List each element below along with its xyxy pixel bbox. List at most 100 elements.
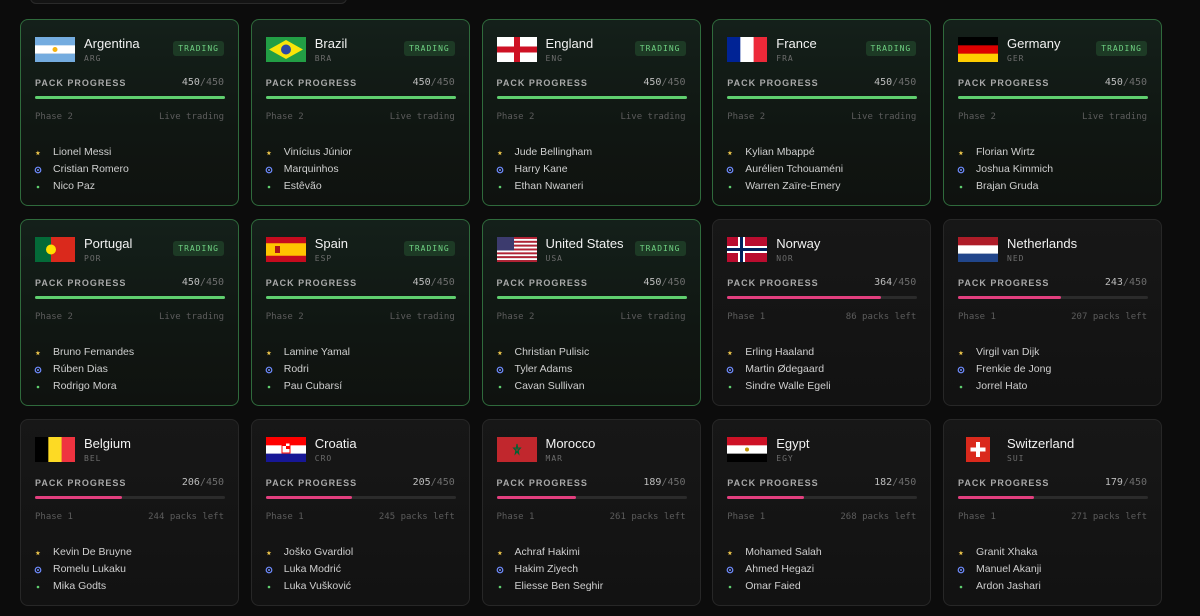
progress-fill bbox=[958, 296, 1061, 299]
country-code: BRA bbox=[314, 54, 333, 63]
player-name: Frenkie de Jong bbox=[976, 363, 1052, 375]
status-badge: TRADING bbox=[1096, 41, 1147, 56]
country-name: Argentina bbox=[84, 36, 140, 51]
packs-total: 450 bbox=[1123, 277, 1147, 288]
player-icon bbox=[496, 166, 503, 174]
packs-done: 205 bbox=[412, 477, 431, 488]
progress-value: 243450 bbox=[1105, 277, 1147, 288]
country-code: NOR bbox=[776, 254, 794, 263]
player-icon bbox=[727, 350, 733, 356]
packs-total: 450 bbox=[200, 277, 224, 288]
progress-track bbox=[958, 496, 1148, 499]
packs-done: 243 bbox=[1104, 277, 1123, 288]
nation-card[interactable]: Croatia CRO PACK PROGRESS 205450 Phase 1 245 … bbox=[250, 419, 470, 606]
progress-label: PACK PROGRESS bbox=[265, 278, 358, 288]
phase: Phase 2 bbox=[35, 312, 73, 322]
nation-card[interactable]: Morocco MAR PACK PROGRESS 189450 Phase 1 261 … bbox=[481, 419, 701, 606]
phase: Phase 2 bbox=[496, 312, 535, 322]
player-icon bbox=[497, 550, 502, 556]
flag bbox=[727, 437, 768, 462]
player-icon bbox=[957, 366, 965, 374]
player-name: Achraf Hakimi bbox=[514, 546, 580, 558]
country-code: USA bbox=[545, 254, 563, 263]
progress-label: PACK PROGRESS bbox=[265, 478, 358, 488]
nation-card[interactable]: France FRA TRADING PACK PROGRESS 450450 Phase… bbox=[712, 19, 932, 206]
player-name: Virgil van Dijk bbox=[976, 346, 1040, 358]
player-name: Warren Zaïre-Emery bbox=[745, 180, 841, 192]
nation-card[interactable]: United States USA TRADING PACK PROGRESS 4504… bbox=[481, 219, 701, 406]
country-name: Netherlands bbox=[1007, 236, 1078, 251]
player-icon bbox=[267, 185, 271, 189]
nation-card[interactable]: Argentina ARG TRADING PACK PROGRESS 450450 Ph… bbox=[20, 19, 239, 206]
player-icon bbox=[726, 366, 734, 374]
search-bar[interactable] bbox=[30, 0, 347, 4]
nation-card[interactable]: Norway NOR PACK PROGRESS 364450 Phase 1 86 pa… bbox=[712, 219, 932, 406]
nation-card[interactable]: Portugal POR TRADING PACK PROGRESS 450450 Pha… bbox=[20, 219, 239, 406]
player-icon bbox=[728, 185, 732, 189]
player-icon bbox=[496, 366, 503, 374]
player-name: Kylian Mbappé bbox=[745, 146, 815, 158]
nation-card[interactable]: Belgium BEL PACK PROGRESS 206450 Phase 1 244 … bbox=[20, 419, 239, 606]
phase: Phase 1 bbox=[727, 312, 766, 322]
packs-total: 450 bbox=[661, 477, 685, 488]
player-icon bbox=[497, 350, 502, 356]
player-name: Erling Haaland bbox=[745, 346, 815, 358]
player-icon bbox=[958, 350, 964, 356]
player-icon bbox=[959, 185, 963, 189]
progress-track bbox=[496, 496, 687, 499]
nation-card[interactable]: Egypt EGY PACK PROGRESS 182450 Phase 1 268 pa… bbox=[712, 419, 932, 606]
player-name: Aurélien Tchouaméni bbox=[745, 163, 844, 175]
phase-note: Live trading bbox=[389, 312, 455, 322]
country-code: POR bbox=[84, 254, 102, 263]
phase: Phase 2 bbox=[265, 112, 304, 122]
progress-value: 450450 bbox=[1105, 77, 1147, 88]
country-name: Belgium bbox=[84, 436, 131, 451]
packs-total: 450 bbox=[1123, 477, 1147, 488]
packs-total: 450 bbox=[892, 77, 916, 88]
player-name: Joshua Kimmich bbox=[976, 163, 1054, 175]
progress-label: PACK PROGRESS bbox=[35, 478, 127, 488]
player-icon bbox=[959, 385, 963, 389]
nation-card[interactable]: Brazil BRA TRADING PACK PROGRESS 450450 Phase… bbox=[250, 19, 470, 206]
phase: Phase 1 bbox=[958, 312, 996, 322]
player-icon bbox=[498, 385, 501, 389]
country-name: Brazil bbox=[314, 36, 348, 51]
player-name: Eliesse Ben Seghir bbox=[514, 580, 604, 592]
country-code: NED bbox=[1007, 254, 1025, 263]
packs-done: 450 bbox=[874, 77, 893, 88]
progress-value: 450450 bbox=[182, 277, 224, 288]
phase-note: Live trading bbox=[389, 112, 455, 122]
country-name: Portugal bbox=[84, 236, 133, 251]
progress-fill bbox=[35, 96, 225, 99]
packs-done: 450 bbox=[1104, 77, 1123, 88]
nation-card[interactable]: England ENG TRADING PACK PROGRESS 450450 Phas… bbox=[481, 19, 701, 206]
nation-card[interactable]: Spain ESP TRADING PACK PROGRESS 450450 Phase … bbox=[250, 219, 470, 406]
nation-card[interactable]: Switzerland SUI PACK PROGRESS 179450 Phase 1… bbox=[943, 419, 1162, 606]
player-name: Marquinhos bbox=[283, 163, 339, 175]
packs-done: 450 bbox=[181, 77, 200, 88]
player-name: Rúben Dias bbox=[53, 363, 108, 375]
player-icon bbox=[727, 150, 733, 156]
nation-card[interactable]: Netherlands NED PACK PROGRESS 243450 Phase 1… bbox=[943, 219, 1162, 406]
player-icon bbox=[266, 150, 272, 156]
player-icon bbox=[35, 350, 41, 356]
progress-track bbox=[496, 96, 687, 99]
player-icon bbox=[726, 566, 734, 574]
player-name: Mohamed Salah bbox=[745, 546, 822, 558]
progress-label: PACK PROGRESS bbox=[727, 78, 819, 88]
progress-value: 450450 bbox=[182, 77, 224, 88]
player-name: Cavan Sullivan bbox=[514, 380, 585, 392]
packs-done: 450 bbox=[412, 277, 431, 288]
flag bbox=[496, 237, 537, 262]
country-name: England bbox=[545, 36, 594, 51]
phase-note: Live trading bbox=[1081, 112, 1147, 122]
player-name: Romelu Lukaku bbox=[53, 563, 126, 575]
nation-card[interactable]: Germany GER TRADING PACK PROGRESS 450450 Phas… bbox=[943, 19, 1162, 206]
player-icon bbox=[265, 566, 273, 574]
country-name: Germany bbox=[1007, 36, 1061, 51]
progress-label: PACK PROGRESS bbox=[35, 278, 127, 288]
country-code: ENG bbox=[545, 54, 563, 63]
progress-track bbox=[958, 96, 1148, 99]
phase: Phase 1 bbox=[265, 512, 304, 522]
